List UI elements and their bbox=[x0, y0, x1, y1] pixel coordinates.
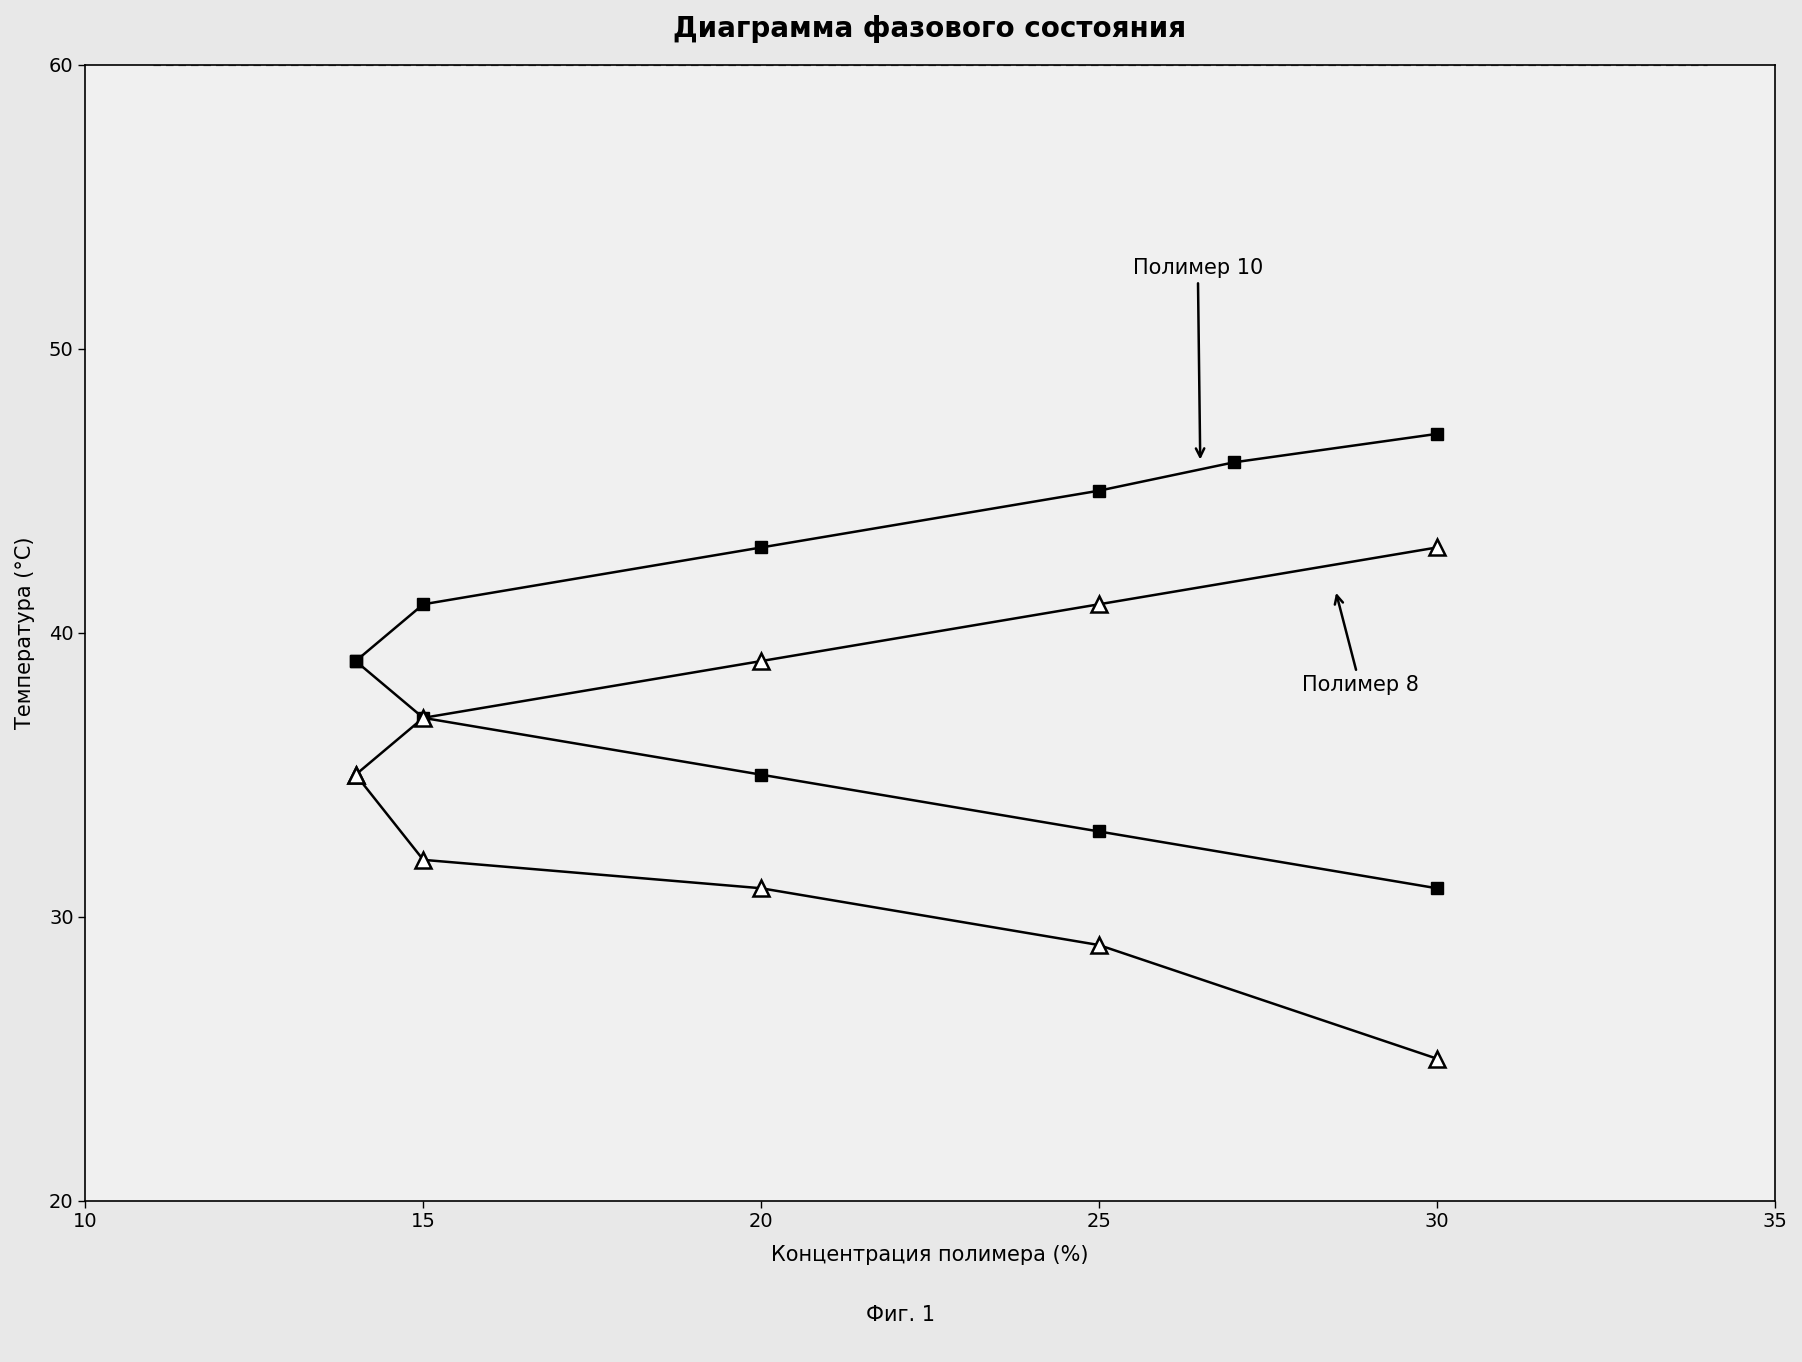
Title: Диаграмма фазового состояния: Диаграмма фазового состояния bbox=[674, 15, 1186, 44]
Text: Полимер 10: Полимер 10 bbox=[1133, 257, 1263, 456]
Y-axis label: Температура (°C): Температура (°C) bbox=[14, 537, 34, 729]
Text: Фиг. 1: Фиг. 1 bbox=[867, 1305, 935, 1325]
X-axis label: Концентрация полимера (%): Концентрация полимера (%) bbox=[771, 1245, 1088, 1265]
Text: Полимер 8: Полимер 8 bbox=[1301, 595, 1418, 695]
